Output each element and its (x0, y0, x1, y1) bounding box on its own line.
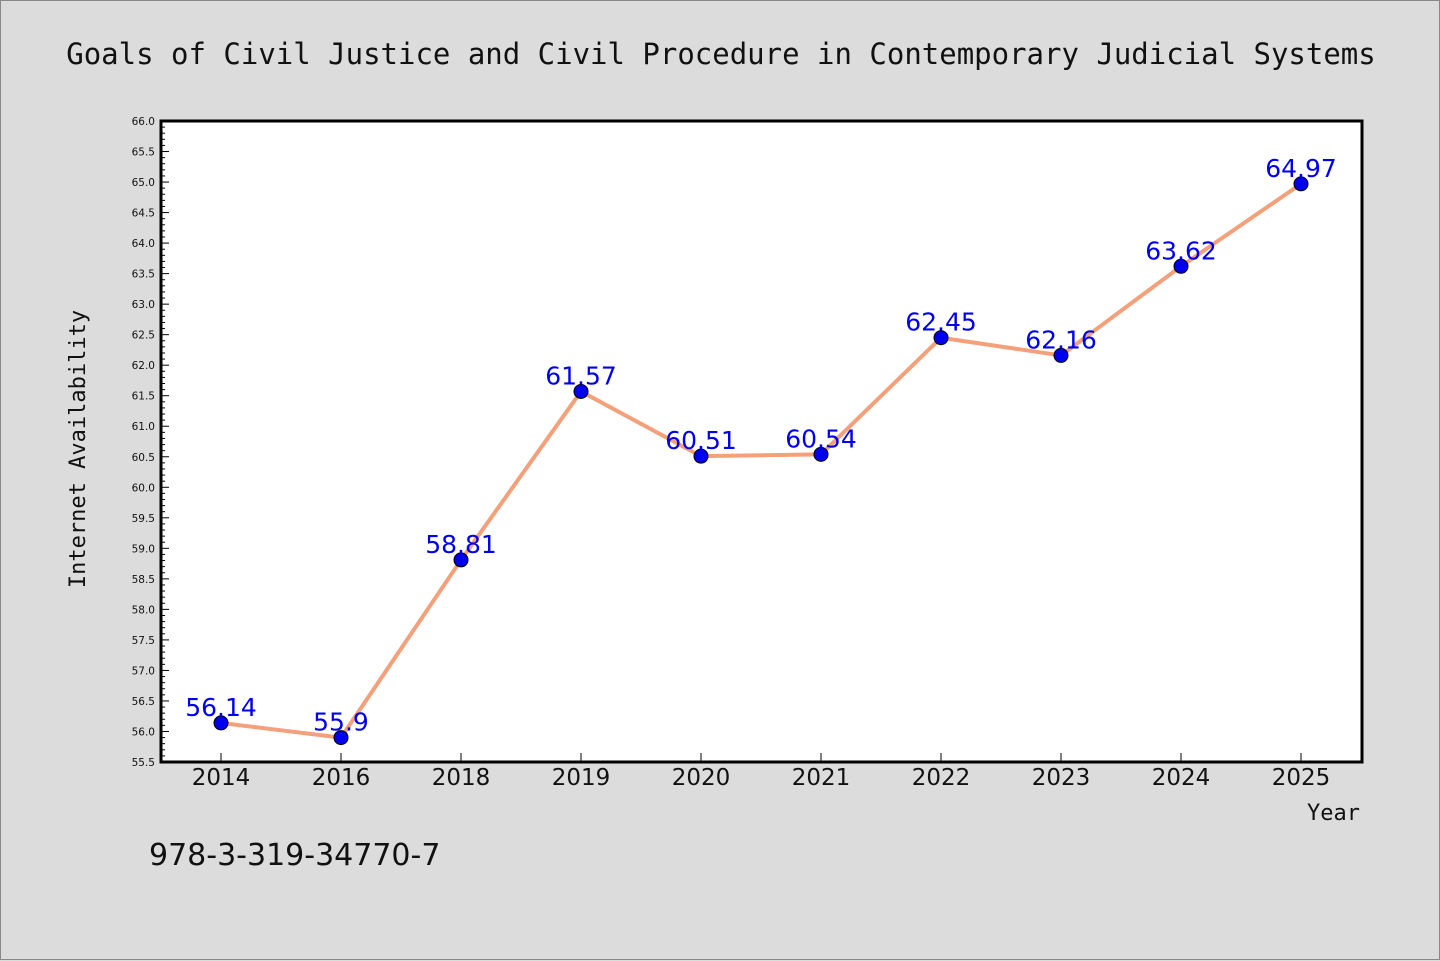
data-point (933, 330, 949, 346)
x-tick-label: 2018 (432, 765, 491, 791)
data-labels: 56.14 55.9 58.81 61.57 60.51 60.54 62.45 62.16 6… (185, 154, 1337, 737)
data-label: 58.81 (425, 530, 497, 559)
y-tick-label: 56.5 (132, 696, 155, 708)
y-tick-label: 64.5 (132, 208, 155, 220)
x-tick-label: 2025 (1272, 765, 1331, 791)
y-tick-label: 60.5 (132, 452, 155, 464)
data-label: 64.97 (1265, 154, 1337, 183)
series-line-group (220, 182, 1303, 740)
data-label: 60.54 (785, 424, 857, 453)
data-label: 61.57 (545, 361, 617, 390)
y-tick-label: 62.5 (132, 330, 155, 342)
x-tick-label: 2023 (1032, 765, 1091, 791)
y-axis: 55.5 56.0 56.5 57.0 57.5 58.0 58.5 59.0 59.5 60.0… (132, 116, 169, 769)
y-tick-label: 59.0 (132, 543, 155, 555)
y-tick-label: 58.5 (132, 574, 155, 586)
y-tick-label: 66.0 (132, 116, 155, 128)
y-tick-label: 58.0 (132, 604, 155, 616)
data-point (1173, 258, 1189, 274)
data-point (333, 730, 349, 746)
x-tick-label: 2019 (552, 765, 611, 791)
y-tick-label: 62.0 (132, 360, 155, 372)
y-tick-label: 56.0 (132, 726, 155, 738)
data-point (453, 552, 469, 568)
x-axis-label: Year (1307, 801, 1360, 826)
x-tick-label: 2020 (672, 765, 731, 791)
y-tick-label: 61.5 (132, 391, 155, 403)
y-tick-label: 63.5 (132, 269, 155, 281)
y-tick-label: 61.0 (132, 421, 155, 433)
y-tick-label: 57.0 (132, 665, 155, 677)
data-point (813, 446, 829, 462)
x-tick-label: 2022 (912, 765, 971, 791)
y-tick-label: 63.0 (132, 299, 155, 311)
data-label: 55.9 (313, 708, 369, 737)
data-label: 62.16 (1025, 325, 1097, 354)
x-axis: 2014 2016 2018 2019 2020 2021 2022 2023 2024 2025 (192, 753, 1331, 791)
isbn-annotation: 978-3-319-34770-7 (149, 838, 440, 873)
chart-title: Goals of Civil Justice and Civil Procedu… (66, 37, 1375, 71)
y-axis-label: Internet Availability (66, 310, 91, 588)
data-point (573, 383, 589, 399)
x-tick-label: 2016 (312, 765, 371, 791)
data-point (213, 715, 229, 731)
data-point (693, 448, 709, 464)
y-tick-label: 57.5 (132, 635, 155, 647)
data-markers (213, 176, 1309, 746)
data-label: 60.51 (665, 426, 737, 455)
y-tick-label: 64.0 (132, 238, 155, 250)
y-tick-label: 55.5 (132, 757, 155, 769)
series-line (220, 182, 1303, 740)
plot-area (159, 119, 1364, 764)
data-label: 62.45 (905, 308, 977, 337)
data-point (1293, 176, 1309, 192)
data-label: 56.14 (185, 693, 257, 722)
y-tick-label: 65.5 (132, 147, 155, 159)
x-tick-label: 2021 (792, 765, 851, 791)
y-tick-label: 59.5 (132, 513, 155, 525)
data-label: 63.62 (1145, 236, 1217, 265)
x-tick-label: 2014 (192, 765, 251, 791)
y-tick-label: 60.0 (132, 482, 155, 494)
y-tick-label: 65.0 (132, 177, 155, 189)
x-tick-label: 2024 (1152, 765, 1211, 791)
data-point (1053, 347, 1069, 363)
